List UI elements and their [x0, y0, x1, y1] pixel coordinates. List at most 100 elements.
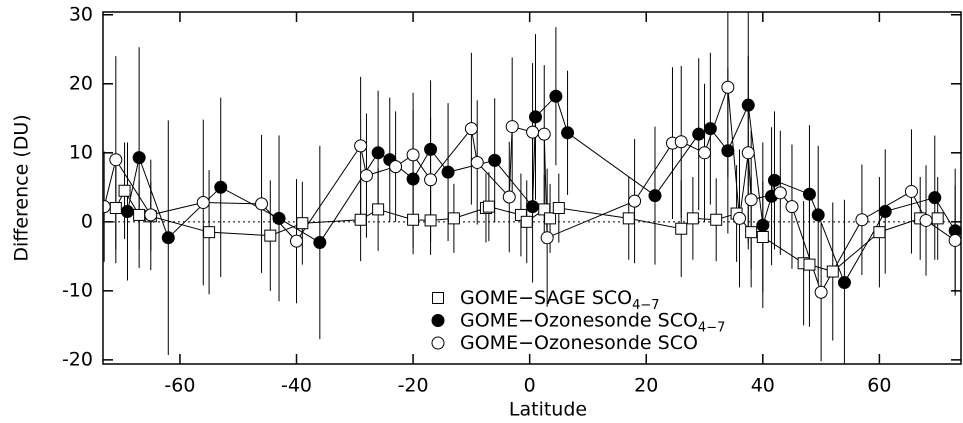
- square-marker: [432, 292, 444, 304]
- filled-circle-marker: [648, 189, 662, 203]
- x-tick-label: 20: [634, 375, 658, 397]
- open-circle-marker: [424, 173, 438, 187]
- open-circle-marker: [814, 285, 828, 299]
- filled-circle-marker: [811, 208, 825, 222]
- square-marker: [622, 212, 635, 225]
- open-circle-marker: [406, 148, 420, 162]
- open-circle-marker: [698, 146, 712, 160]
- filled-circle-marker: [528, 110, 542, 124]
- square-marker: [552, 202, 565, 215]
- legend-name: GOME−Ozonesonde SCO: [460, 309, 698, 331]
- legend-name: GOME−SAGE SCO: [460, 287, 632, 309]
- filled-circle-marker: [741, 98, 755, 112]
- open-circle-marker: [103, 200, 111, 214]
- filled-circle-marker: [692, 127, 706, 141]
- open-circle-marker: [431, 336, 445, 350]
- square-marker: [710, 213, 723, 226]
- open-circle-marker: [785, 200, 799, 214]
- open-circle-marker: [741, 146, 755, 160]
- open-circle-marker: [537, 127, 551, 141]
- x-axis-label: Latitude: [509, 399, 587, 421]
- x-tick-label: -40: [281, 375, 312, 397]
- series-line: [126, 95, 956, 284]
- open-circle-marker: [255, 197, 269, 211]
- square-marker: [407, 213, 420, 226]
- open-circle-marker: [354, 139, 368, 153]
- y-tick-label: -20: [62, 348, 93, 370]
- filled-circle-marker: [272, 211, 286, 225]
- filled-circle-marker: [132, 151, 146, 165]
- filled-circle-marker: [161, 231, 175, 245]
- open-circle-marker: [470, 155, 484, 169]
- square-marker: [133, 208, 146, 221]
- square-marker: [803, 258, 816, 271]
- filled-circle-marker: [431, 314, 445, 327]
- open-circle-marker: [540, 231, 554, 245]
- square-marker: [109, 202, 122, 215]
- filled-circle-marker: [767, 173, 781, 187]
- filled-circle-marker: [526, 200, 540, 214]
- filled-circle-marker: [371, 146, 385, 160]
- filled-circle-marker: [561, 126, 575, 140]
- plot-area: [103, 12, 961, 364]
- filled-circle-marker: [721, 144, 735, 158]
- square-marker: [826, 265, 839, 278]
- x-tick-label: 40: [751, 375, 775, 397]
- legend-name: GOME−Ozonesonde SCO: [460, 332, 698, 354]
- square-marker: [354, 213, 367, 226]
- square-marker: [873, 226, 886, 239]
- square-marker: [372, 203, 385, 216]
- filled-circle-marker: [120, 204, 134, 218]
- square-marker: [686, 212, 699, 225]
- square-marker: [745, 226, 758, 239]
- filled-circle-marker: [424, 142, 438, 156]
- filled-circle-marker: [488, 153, 502, 167]
- open-circle-marker: [721, 80, 735, 94]
- x-tick-label: -20: [398, 375, 429, 397]
- open-circle-marker: [144, 208, 158, 222]
- y-axis-label: Difference (DU): [11, 114, 33, 261]
- square-marker: [544, 212, 557, 225]
- open-circle-marker: [855, 213, 869, 227]
- square-marker: [424, 214, 437, 227]
- open-circle-marker: [196, 195, 210, 209]
- filled-circle-marker: [802, 187, 816, 201]
- filled-circle-marker: [313, 236, 327, 250]
- y-tick-label: -10: [62, 279, 93, 301]
- open-circle-marker: [359, 169, 373, 183]
- square-marker: [447, 212, 460, 225]
- open-circle-marker: [505, 120, 519, 134]
- y-tick-label: 0: [81, 210, 93, 232]
- open-circle-marker: [674, 135, 688, 149]
- filled-circle-marker: [703, 122, 717, 136]
- filled-circle-marker: [878, 204, 892, 218]
- legend-label: GOME−Ozonesonde SCO4−7: [460, 309, 725, 336]
- square-marker: [264, 229, 277, 242]
- square-marker: [931, 212, 944, 225]
- open-circle-marker: [733, 211, 747, 225]
- open-circle-marker: [948, 233, 961, 247]
- open-circle-marker: [526, 125, 540, 139]
- filled-circle-marker: [549, 89, 563, 103]
- filled-circle-marker: [928, 191, 942, 205]
- square-marker: [675, 222, 688, 235]
- filled-circle-marker: [756, 218, 770, 232]
- open-circle-marker: [744, 193, 758, 207]
- legend-subscript: 4−7: [698, 321, 725, 336]
- x-tick-label: 60: [867, 375, 891, 397]
- y-tick-label: 20: [69, 72, 93, 94]
- open-circle-marker: [628, 194, 642, 208]
- open-circle-marker: [773, 186, 787, 200]
- square-marker: [756, 231, 769, 244]
- filled-circle-marker: [837, 276, 851, 290]
- filled-circle-marker: [406, 172, 420, 186]
- open-circle-marker: [389, 160, 403, 174]
- square-marker: [296, 217, 309, 230]
- filled-circle-marker: [441, 165, 455, 179]
- legend-label: GOME−SAGE SCO4−7: [460, 287, 660, 314]
- square-marker: [482, 200, 495, 213]
- open-circle-marker: [109, 153, 123, 167]
- square-marker: [203, 226, 216, 239]
- square-marker: [520, 215, 533, 228]
